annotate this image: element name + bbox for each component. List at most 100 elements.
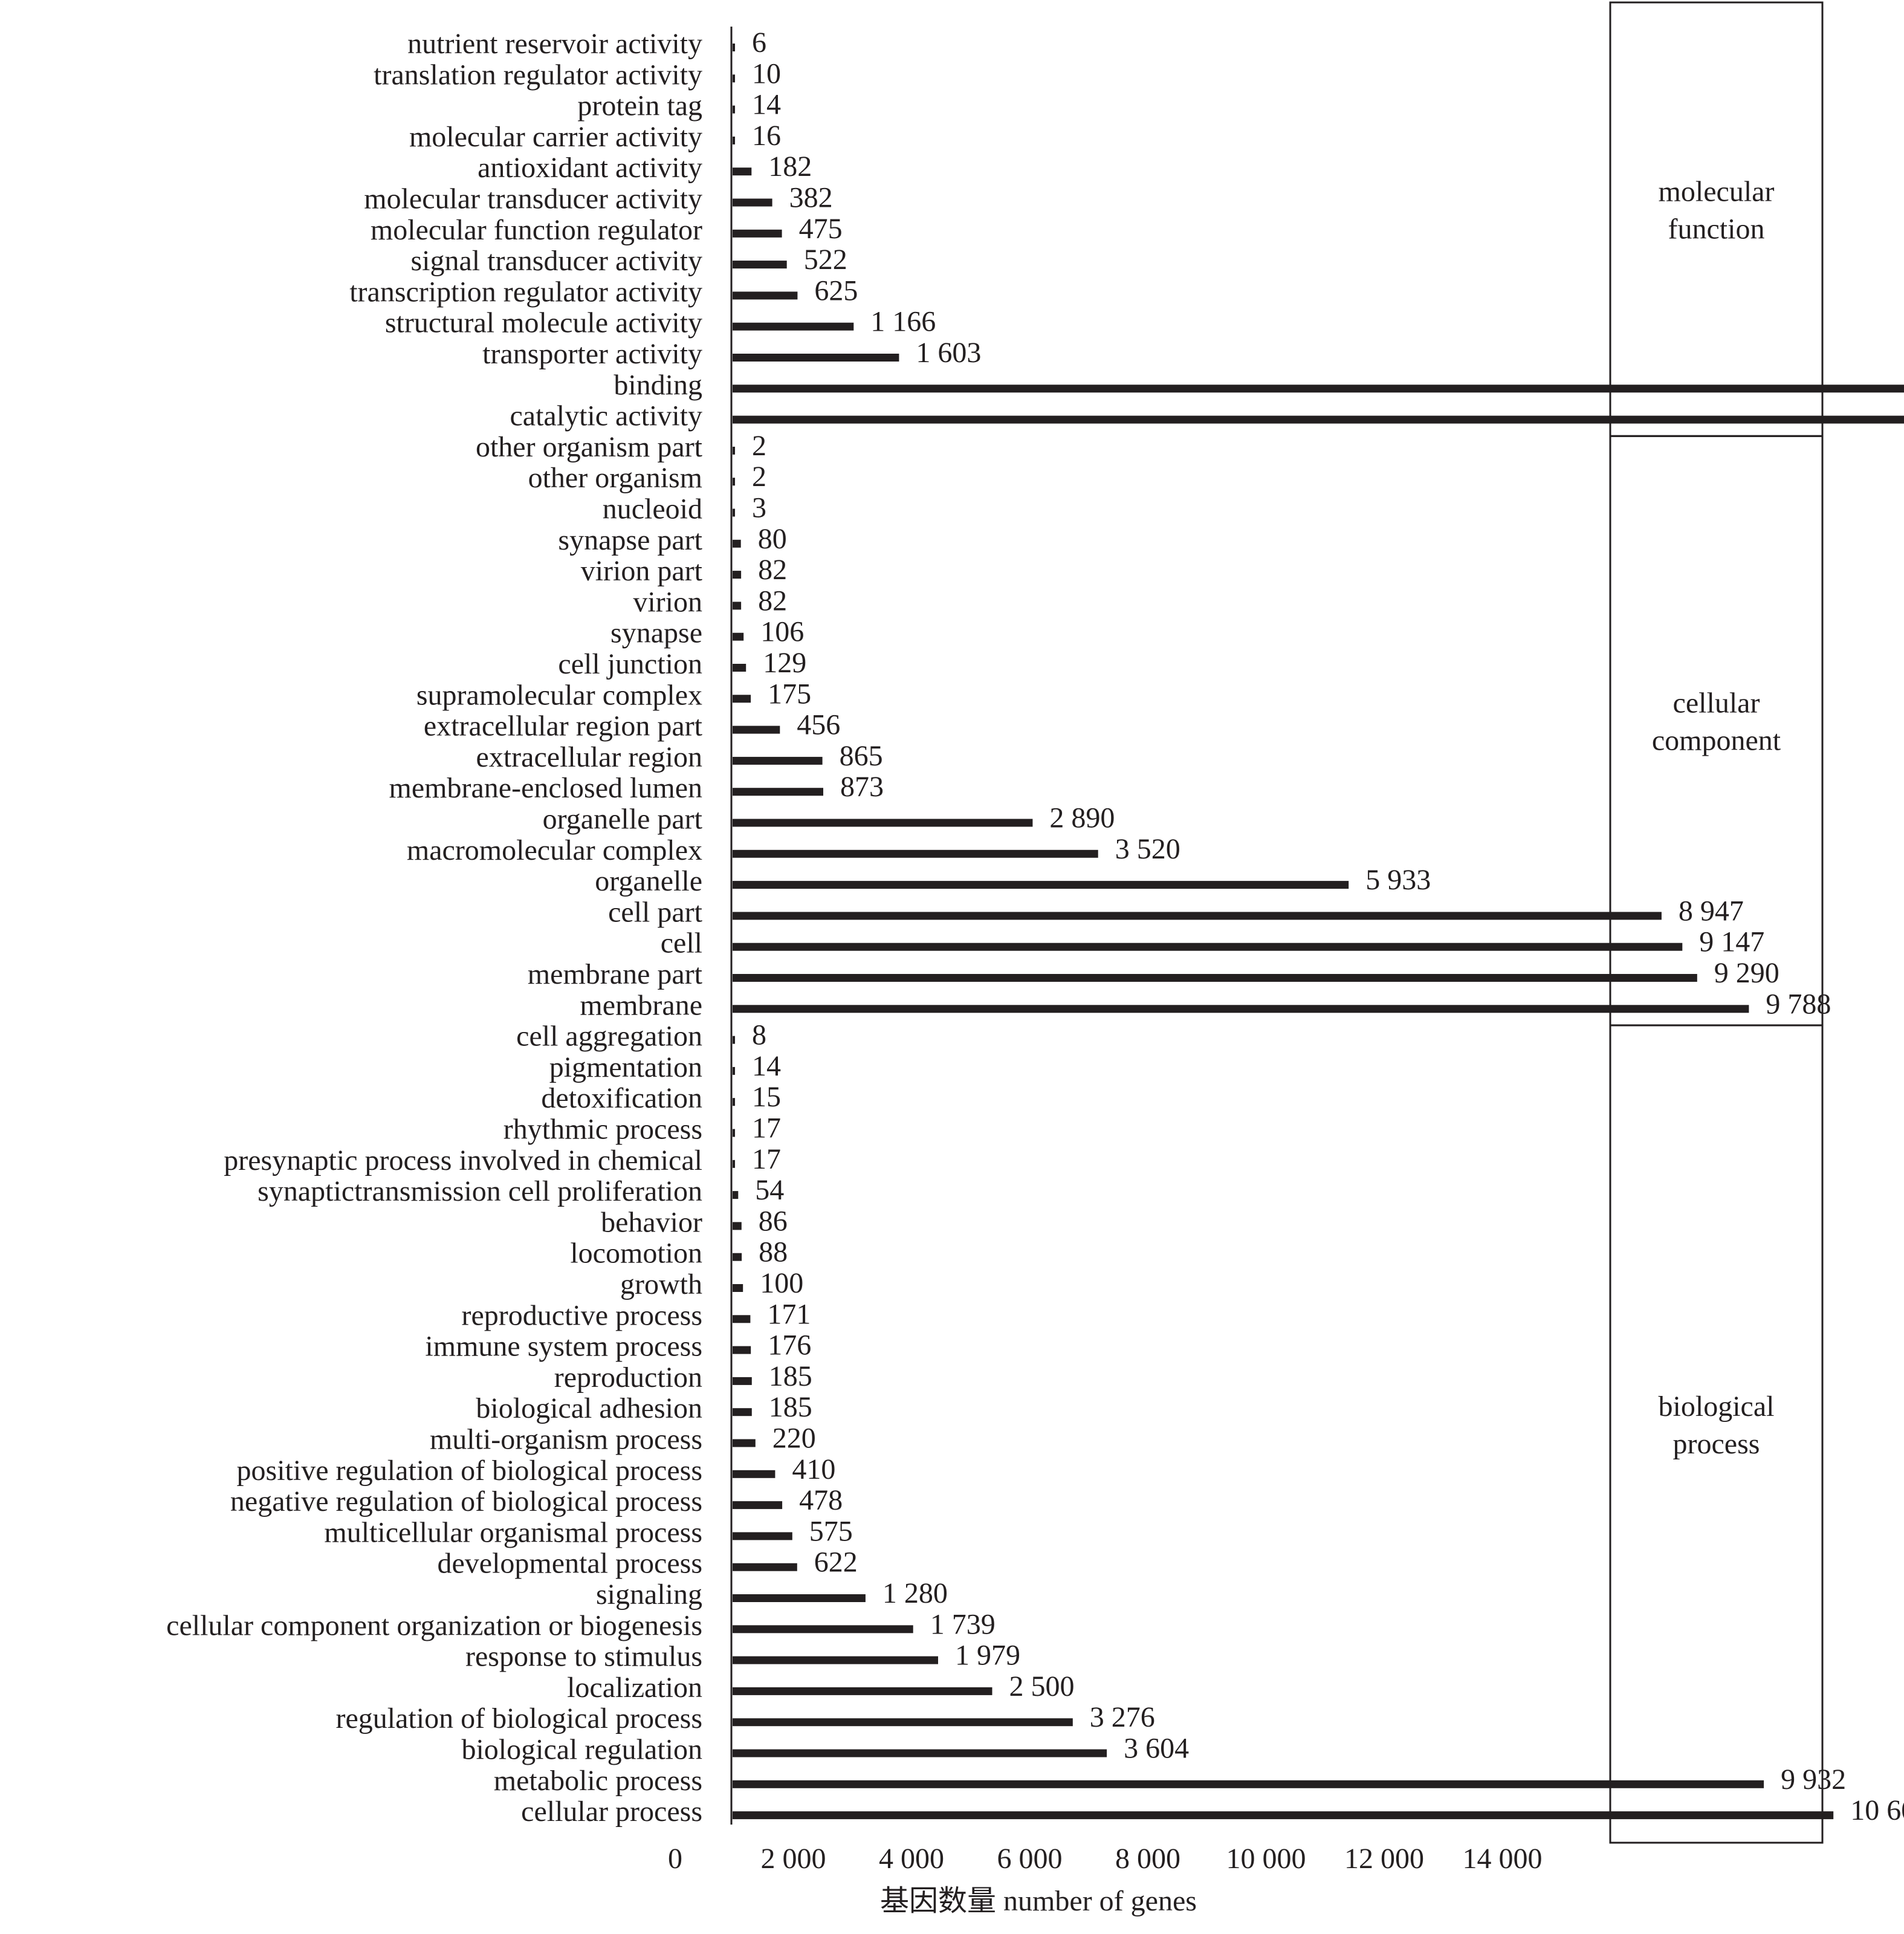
bar	[733, 1005, 1749, 1013]
category-label: transporter activity	[482, 338, 702, 370]
value-label: 1 280	[882, 1577, 948, 1609]
category-label: biological regulation	[461, 1734, 702, 1766]
value-label: 82	[758, 554, 787, 586]
value-label: 478	[799, 1484, 843, 1516]
bar	[733, 602, 742, 610]
value-label: 220	[772, 1423, 816, 1455]
bar	[733, 1315, 751, 1323]
category-label: biological adhesion	[476, 1392, 702, 1424]
category-label: antioxidant activity	[478, 152, 702, 184]
group-label: cellular	[1673, 687, 1760, 719]
category-label: binding	[614, 369, 702, 401]
bar	[733, 725, 780, 734]
bar	[733, 1718, 1073, 1727]
value-label: 106	[760, 616, 804, 648]
value-label: 185	[769, 1360, 812, 1392]
category-label: cell part	[608, 896, 703, 928]
x-tick-label: 6 000	[997, 1843, 1063, 1875]
bar	[733, 136, 735, 144]
bar	[733, 1439, 756, 1447]
category-label: cell junction	[558, 648, 702, 680]
bar	[733, 1036, 735, 1044]
bar	[733, 1780, 1764, 1788]
bar	[733, 1191, 739, 1199]
category-label: transcription regulator activity	[349, 276, 702, 308]
category-label: negative regulation of biological proces…	[230, 1485, 702, 1517]
bar	[733, 1656, 938, 1664]
category-label: other organism part	[476, 431, 703, 463]
bar	[733, 385, 1904, 393]
category-label: extracellular region part	[424, 710, 703, 742]
category-label: macromolecular complex	[407, 834, 702, 866]
group-boxes: molecular function cellular component biolog…	[1609, 1, 1824, 1844]
bar	[733, 571, 742, 579]
bar	[733, 1129, 735, 1137]
value-label: 1 603	[916, 337, 981, 369]
category-label: extracellular region	[476, 741, 702, 773]
bar	[733, 1346, 751, 1354]
bar	[733, 167, 752, 176]
x-tick-label: 12 000	[1344, 1843, 1424, 1875]
bar	[733, 943, 1683, 951]
value-label: 1 739	[930, 1608, 996, 1640]
value-label: 8 947	[1679, 895, 1744, 927]
category-label: developmental process	[437, 1548, 702, 1580]
category-label: molecular function regulator	[371, 214, 702, 246]
bar	[733, 1098, 735, 1106]
category-label: molecular transducer activity	[364, 183, 702, 215]
value-label: 8	[752, 1019, 766, 1051]
category-label: signaling	[596, 1579, 702, 1611]
value-label: 3 520	[1115, 833, 1180, 865]
value-label: 182	[768, 151, 812, 183]
category-label: protein tag	[577, 90, 702, 122]
category-label: cellular process	[521, 1796, 702, 1828]
bar	[733, 478, 735, 486]
x-tick-label: 4 000	[879, 1843, 944, 1875]
value-label: 2 500	[1009, 1670, 1075, 1702]
bar	[733, 1160, 735, 1168]
category-label: cell aggregation	[516, 1021, 702, 1053]
category-label: nutrient reservoir activity	[407, 28, 702, 60]
value-label: 865	[840, 740, 883, 772]
category-label: multicellular organismal process	[324, 1516, 702, 1548]
value-label: 15	[752, 1081, 781, 1113]
category-label: cell	[661, 927, 702, 959]
value-label: 86	[759, 1205, 788, 1237]
category-label: synapse part	[558, 524, 702, 556]
x-tick-label: 2 000	[761, 1843, 826, 1875]
value-label: 10	[752, 57, 781, 89]
value-label: 9 147	[1699, 926, 1764, 958]
bars	[733, 44, 1904, 1820]
category-label: synapse	[610, 617, 702, 649]
bar	[733, 1284, 743, 1292]
value-label: 14	[752, 1050, 781, 1082]
value-label: 9 290	[1714, 957, 1779, 989]
value-label: 10 602	[1850, 1794, 1904, 1826]
category-label: response to stimulus	[465, 1641, 702, 1673]
x-tick-labels: 0 2 000 4 000 6 000 8 000 10 000 12 000 14 000	[668, 1843, 1543, 1875]
group-label: function	[1668, 213, 1765, 245]
bar	[733, 881, 1349, 889]
category-label: membrane part	[528, 958, 703, 990]
value-label: 82	[758, 585, 787, 617]
bar	[733, 291, 798, 300]
category-label: signal transducer activity	[410, 245, 702, 277]
category-label: supramolecular complex	[416, 679, 702, 711]
value-label: 3	[752, 492, 766, 524]
value-label: 6	[752, 27, 766, 59]
value-label: 14	[752, 89, 781, 121]
category-label: detoxification	[541, 1082, 702, 1114]
value-label: 622	[814, 1546, 858, 1579]
bar	[733, 1408, 752, 1416]
bar	[733, 974, 1697, 982]
value-label: 17	[752, 1112, 781, 1144]
value-label: 575	[809, 1515, 853, 1547]
value-label: 100	[760, 1267, 803, 1299]
group-label: biological	[1659, 1390, 1775, 1423]
value-label: 9 932	[1781, 1764, 1846, 1796]
category-label: rhythmic process	[504, 1114, 702, 1146]
value-label: 129	[763, 647, 806, 679]
category-label: membrane	[580, 989, 702, 1021]
